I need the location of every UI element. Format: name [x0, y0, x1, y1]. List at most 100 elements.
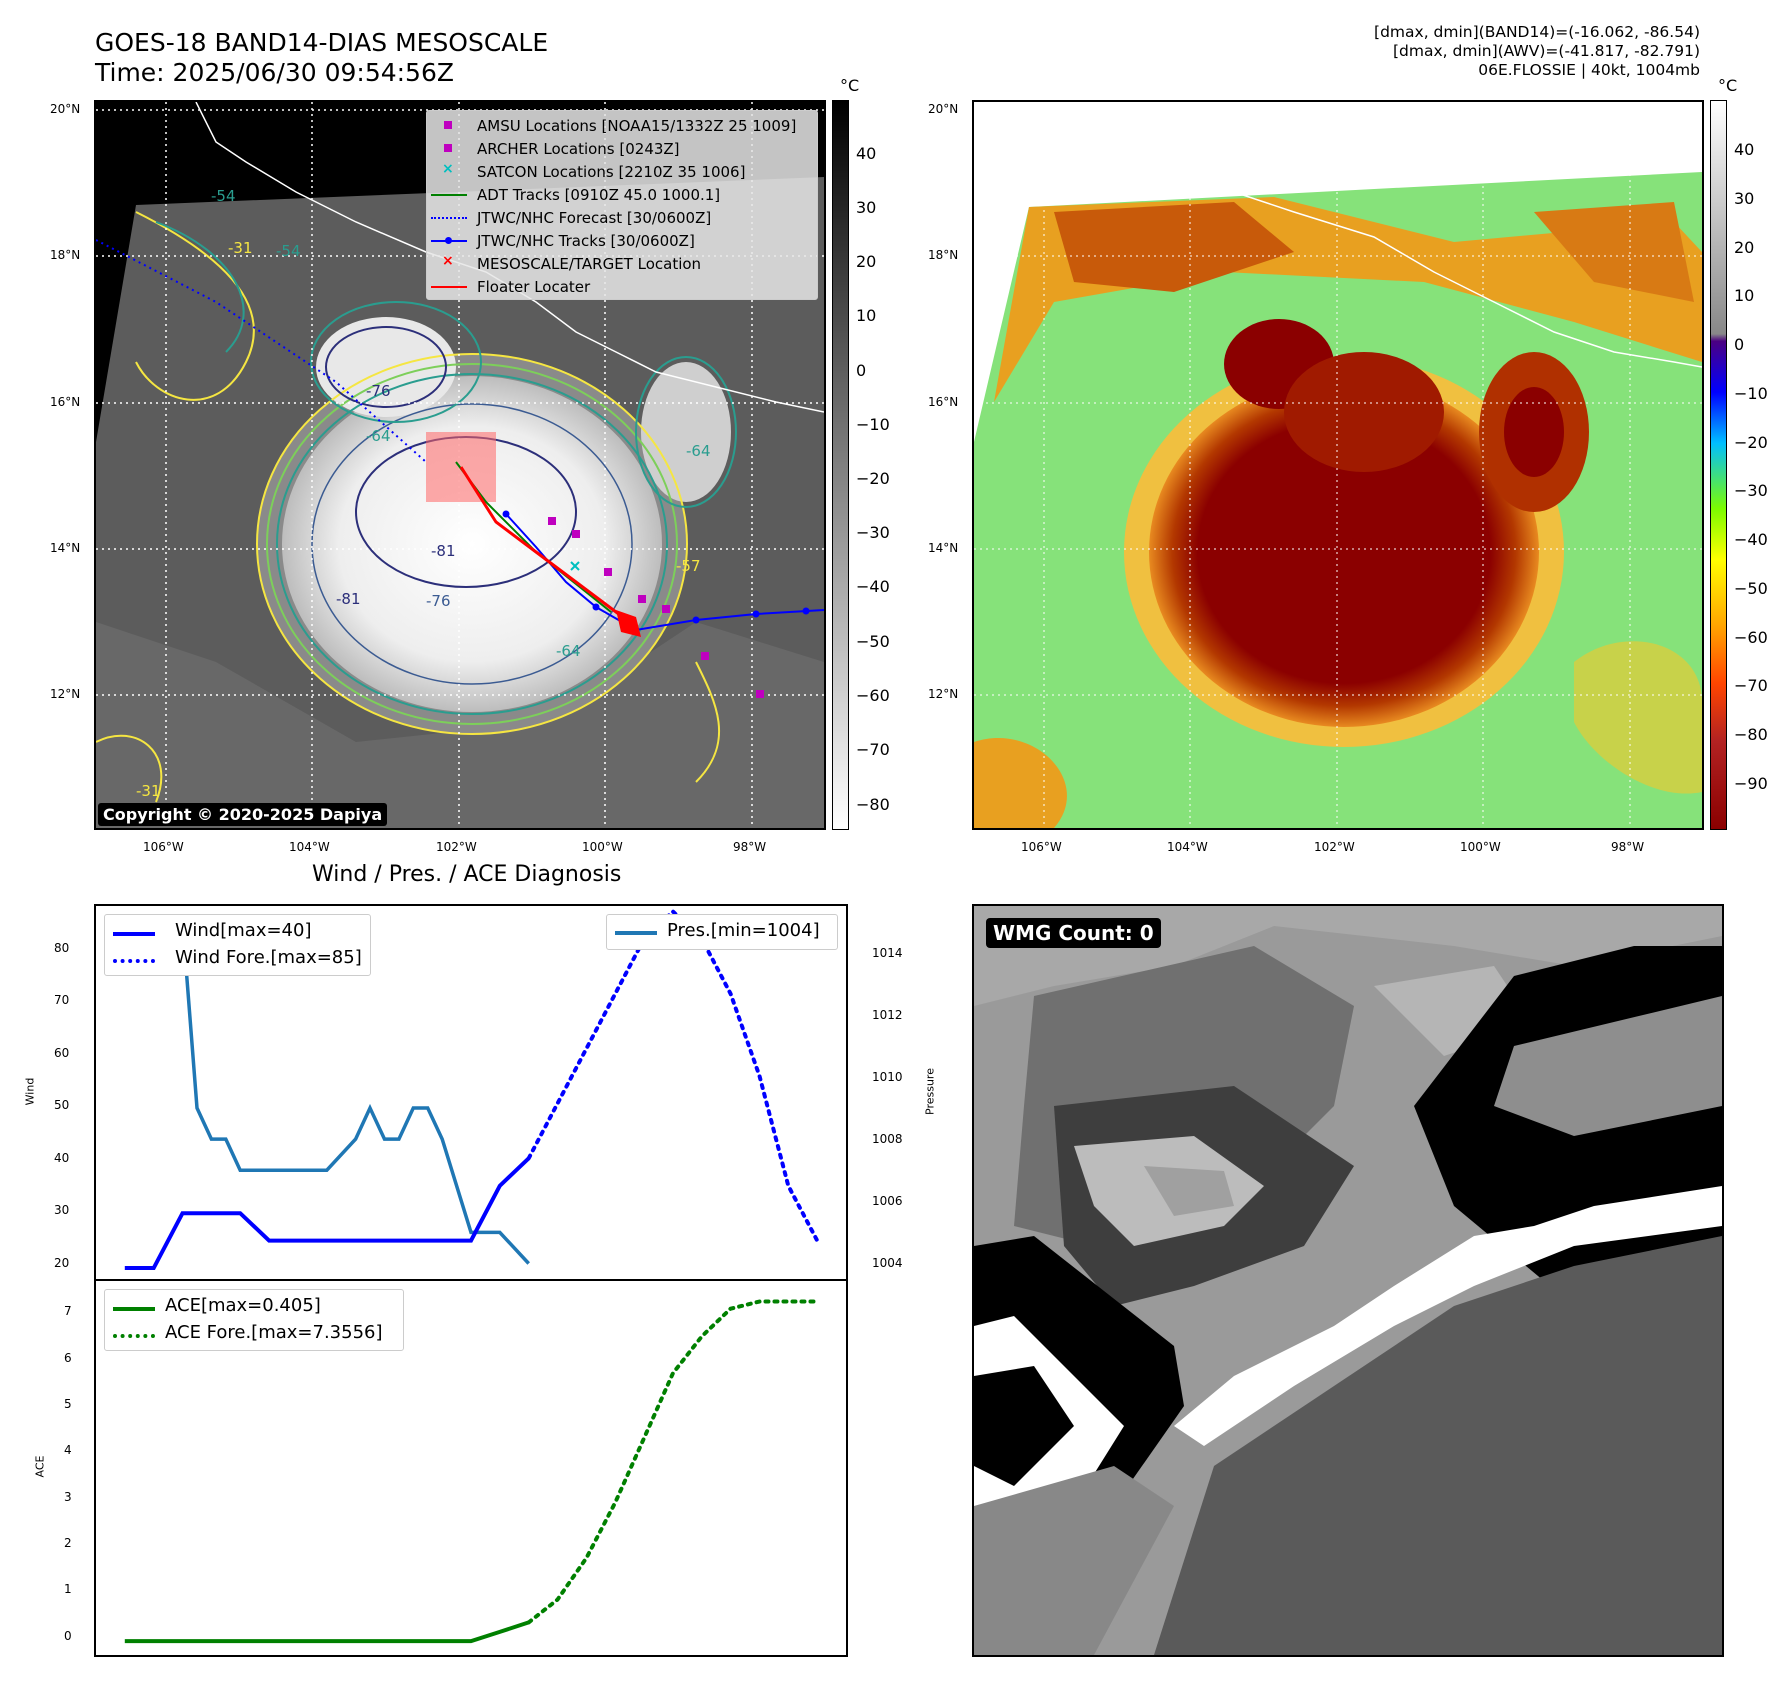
ace-panel: ACE[max=0.405] ACE Fore.[max=7.3556] [94, 1279, 848, 1657]
info-line1: [dmax, dmin](BAND14)=(-16.062, -86.54) [1374, 23, 1700, 41]
wind-tick: 70 [54, 993, 70, 1007]
lon-label: 102°W [436, 840, 477, 854]
colorbar-tick: −30 [1734, 481, 1768, 500]
solid-line-icon [113, 932, 155, 936]
contour-label: -64 [556, 642, 581, 660]
copyright-badge: Copyright © 2020-2025 Dapiya [98, 803, 388, 826]
colorbar-tick: −10 [1734, 384, 1768, 403]
solid-line-icon [113, 1307, 155, 1311]
contour-label: -76 [426, 592, 451, 610]
lat-label: 18°N [50, 248, 81, 262]
dotted-line-icon [113, 959, 155, 963]
ace-tick: 6 [64, 1351, 72, 1365]
colorbar-unit: °C [840, 76, 860, 95]
ace-tick: 1 [64, 1582, 72, 1596]
legend-label: MESOSCALE/TARGET Location [477, 255, 702, 273]
ir-map-panel: -54 -31 -54 -76 -64 -81 -81 -76 -64 -57 … [94, 100, 826, 830]
colorbar-tick: 30 [1734, 189, 1755, 208]
contour-label: -54 [276, 242, 301, 260]
ace-tick: 7 [64, 1304, 72, 1318]
legend-ace: ACE[max=0.405] [165, 1295, 321, 1316]
lon-label: 102°W [1314, 840, 1355, 854]
grayscale-colorbar [832, 100, 849, 830]
pres-tick: 1010 [872, 1070, 903, 1084]
colorbar-tick: 10 [1734, 286, 1755, 305]
lat-label: 16°N [50, 395, 81, 409]
legend-ace-fore: ACE Fore.[max=7.3556] [165, 1322, 383, 1343]
colorbar-tick: −20 [856, 469, 890, 488]
pres-tick: 1008 [872, 1132, 903, 1146]
pres-tick: 1006 [872, 1194, 903, 1208]
lon-label: 100°W [582, 840, 623, 854]
wind-tick: 20 [54, 1256, 70, 1270]
lat-label: 12°N [50, 687, 81, 701]
solid-line-icon [615, 931, 657, 935]
figure-title-line1: GOES-18 BAND14-DIAS MESOSCALE [95, 28, 549, 57]
legend-wind-fore: Wind Fore.[max=85] [175, 947, 362, 968]
pres-legend: Pres.[min=1004] [606, 914, 838, 950]
contour-label: -64 [686, 442, 711, 460]
pres-axis-label: Pressure [923, 1068, 937, 1115]
lat-label: 14°N [50, 541, 81, 555]
colorbar-unit: °C [1718, 76, 1738, 95]
ace-tick: 5 [64, 1397, 72, 1411]
contour-label: -76 [366, 382, 391, 400]
ace-series-line [124, 1620, 530, 1644]
wmg-panel: WMG Count: 0 [972, 904, 1724, 1657]
colorbar-tick: −10 [856, 415, 890, 434]
colorbar-tick: 0 [1734, 335, 1745, 354]
ace-tick: 3 [64, 1490, 72, 1504]
contour-label: -64 [366, 427, 391, 445]
colorbar-tick: 20 [1734, 238, 1755, 257]
pres-tick: 1014 [872, 946, 903, 960]
legend-pres: Pres.[min=1004] [667, 920, 820, 941]
lon-label: 98°W [1611, 840, 1645, 854]
lon-label: 104°W [289, 840, 330, 854]
legend-label: SATCON Locations [2210Z 35 1006] [477, 163, 746, 181]
colorbar-tick: 30 [856, 198, 877, 217]
x-marker-icon: × [442, 253, 454, 269]
lat-label: 20°N [50, 102, 81, 116]
line-marker-icon [431, 194, 467, 196]
awv-colorbar [1710, 100, 1727, 830]
legend-label: ARCHER Locations [0243Z] [477, 140, 680, 158]
dotted-line-icon [113, 1334, 155, 1338]
wind-forecast-series-line [526, 908, 820, 1243]
colorbar-tick: −20 [1734, 433, 1768, 452]
colorbar-tick: 40 [856, 144, 877, 163]
ace-tick: 0 [64, 1629, 72, 1643]
colorbar-tick: −80 [1734, 725, 1768, 744]
wind-pres-panel: Wind[max=40] Wind Fore.[max=85] Pres.[mi… [94, 904, 848, 1281]
ace-forecast-series-line [526, 1299, 820, 1625]
colorbar-tick: 40 [1734, 140, 1755, 159]
line-marker-icon [431, 286, 467, 288]
square-marker-icon [444, 144, 452, 152]
info-line3: 06E.FLOSSIE | 40kt, 1004mb [1478, 61, 1700, 79]
colorbar-tick: −60 [856, 686, 890, 705]
lon-label: 106°W [1021, 840, 1062, 854]
colorbar-tick: −70 [1734, 676, 1768, 695]
colorbar-tick: −50 [1734, 579, 1768, 598]
lat-label: 12°N [928, 687, 959, 701]
colorbar-tick: −50 [856, 632, 890, 651]
colorbar-tick: −60 [1734, 628, 1768, 647]
wind-tick: 80 [54, 941, 70, 955]
wind-tick: 30 [54, 1203, 70, 1217]
contour-label: -31 [136, 782, 161, 800]
lat-label: 14°N [928, 541, 959, 555]
ace-legend: ACE[max=0.405] ACE Fore.[max=7.3556] [104, 1289, 404, 1351]
colorbar-tick: −80 [856, 795, 890, 814]
contour-label: -81 [336, 590, 361, 608]
pres-tick: 1004 [872, 1256, 903, 1270]
legend-label: JTWC/NHC Forecast [30/0600Z] [477, 209, 712, 227]
wind-axis-label: Wind [23, 1077, 37, 1106]
colorbar-tick: −90 [1734, 774, 1768, 793]
lat-label: 16°N [928, 395, 959, 409]
colorbar-tick: −70 [856, 740, 890, 759]
colorbar-tick: 0 [856, 361, 867, 380]
wind-tick: 50 [54, 1098, 70, 1112]
wind-tick: 40 [54, 1151, 70, 1165]
diagnosis-title: Wind / Pres. / ACE Diagnosis [312, 862, 622, 887]
contour-label: -31 [228, 239, 253, 257]
colorbar-tick: −40 [856, 577, 890, 596]
